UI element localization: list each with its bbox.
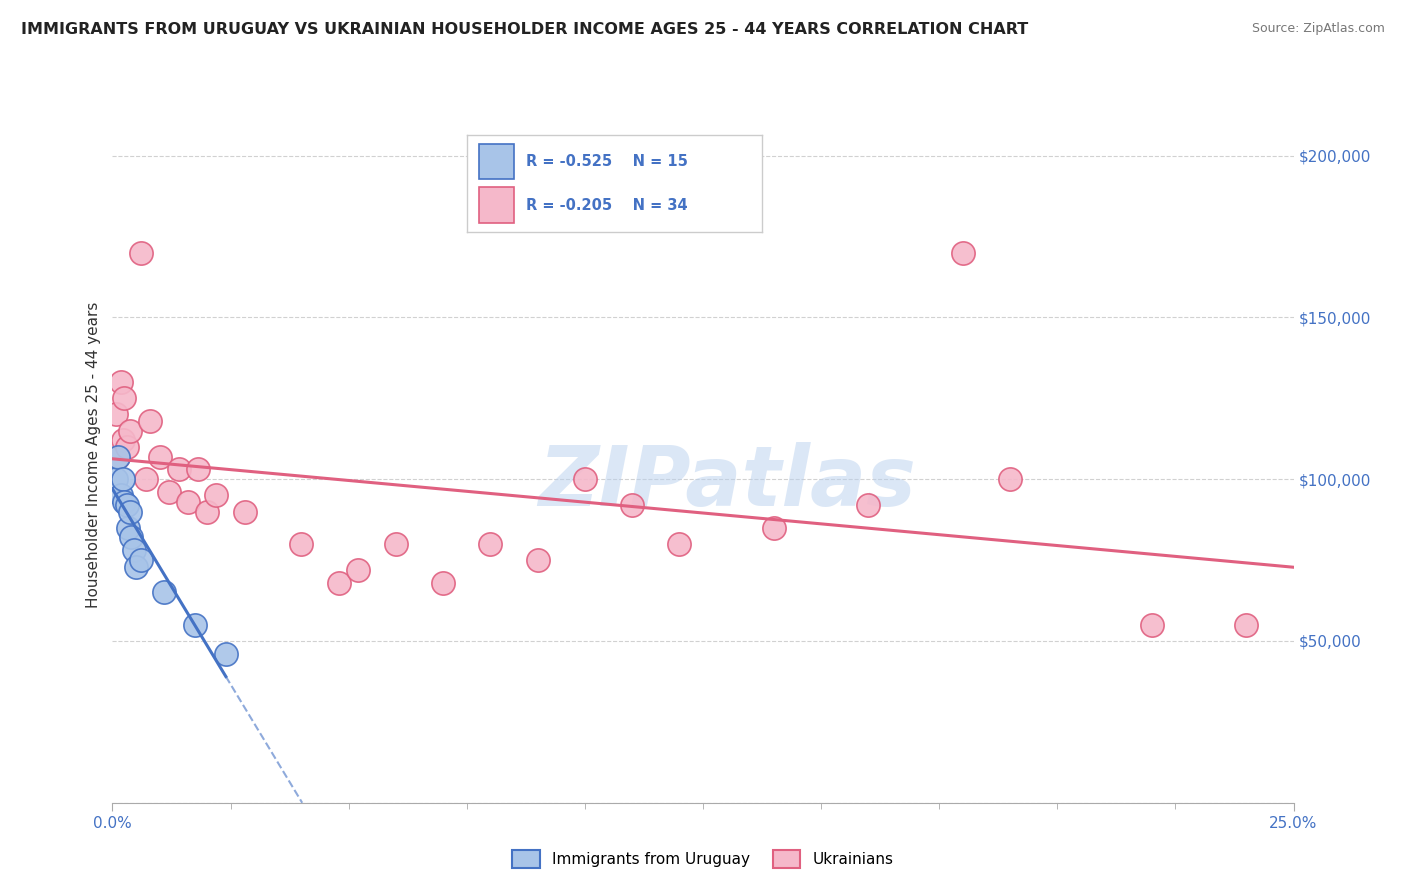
Point [186,462,208,476]
Point [574,472,596,486]
Point [347,563,370,577]
Point [107,450,129,464]
Point [205,488,228,502]
Point [111,472,134,486]
Point [998,472,1021,486]
Point [215,647,238,661]
Point [135,472,157,486]
Point [668,537,690,551]
Text: ZIPatlas: ZIPatlas [537,442,915,524]
Text: R = -0.525    N = 15: R = -0.525 N = 15 [526,153,688,169]
Point [153,585,176,599]
Point [526,553,548,567]
Point [195,504,218,518]
Point [157,485,180,500]
Point [479,537,502,551]
Point [762,521,785,535]
Bar [478,187,515,222]
Point [184,617,207,632]
Text: R = -0.205    N = 34: R = -0.205 N = 34 [526,197,688,212]
Point [125,559,148,574]
Point [120,531,142,545]
Point [290,537,312,551]
Point [1140,617,1163,632]
Point [129,245,152,260]
Point [112,495,135,509]
Point [110,375,132,389]
Point [432,575,454,590]
Text: Source: ZipAtlas.com: Source: ZipAtlas.com [1251,22,1385,36]
Point [385,537,408,551]
Point [115,498,138,512]
Text: IMMIGRANTS FROM URUGUAY VS UKRAINIAN HOUSEHOLDER INCOME AGES 25 - 44 YEARS CORRE: IMMIGRANTS FROM URUGUAY VS UKRAINIAN HOU… [21,22,1028,37]
Point [233,504,256,518]
Point [139,414,162,428]
Point [115,440,138,454]
Point [328,575,350,590]
Point [117,521,139,535]
Point [167,462,190,476]
Point [105,408,128,422]
Y-axis label: Householder Income Ages 25 - 44 years: Householder Income Ages 25 - 44 years [86,301,101,608]
Bar [478,144,515,178]
Point [120,504,142,518]
Point [129,553,152,567]
Point [122,543,145,558]
Point [1234,617,1257,632]
Point [149,450,172,464]
Point [110,488,132,502]
Point [952,245,974,260]
Point [112,392,135,406]
Point [107,450,129,464]
Point [111,434,134,448]
Point [621,498,644,512]
Point [105,472,128,486]
Point [177,495,200,509]
Legend: Immigrants from Uruguay, Ukrainians: Immigrants from Uruguay, Ukrainians [505,842,901,875]
Point [120,424,142,438]
Point [858,498,880,512]
